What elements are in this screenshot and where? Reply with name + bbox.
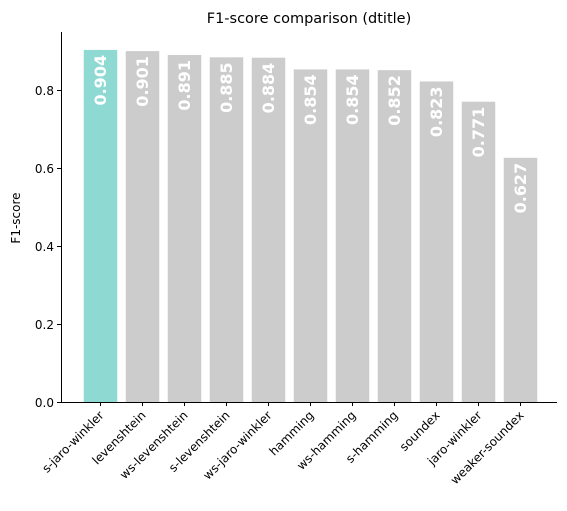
bar-s-levenshtein [209,57,244,402]
bar-ws-jaro-winkler [251,57,286,403]
bar-value-label: 0.854 [301,74,320,125]
bar-s-hamming [377,70,412,403]
y-tick-label: 0.6 [35,162,54,176]
chart-title: F1-score comparison (dtitle) [207,11,412,27]
bar-value-label: 0.771 [469,107,488,158]
bar-value-label: 0.891 [175,60,194,111]
y-tick-label: 0.2 [35,318,54,332]
bar-value-label: 0.854 [343,74,362,125]
bar-weaker-soundex [503,157,538,402]
y-tick-label: 0.4 [35,240,54,254]
y-axis-ticks: 0.0 0.2 0.4 0.6 0.8 [35,84,61,410]
y-tick-label: 0.8 [35,84,54,98]
bars-layer: 0.904 0.901 0.891 0.885 0.884 0.854 0.854 0.852… [83,49,538,403]
bar-value-label: 0.885 [217,62,236,113]
y-axis-label: F1-score [9,192,23,243]
bar-ws-hamming [335,69,370,402]
bar-ws-levenshtein [167,54,202,402]
bar-value-label: 0.904 [91,55,110,106]
bar-value-label: 0.884 [259,63,278,114]
bar-value-label: 0.852 [385,75,404,126]
x-axis-ticks: s-jaro-winklerlevenshteinws-levenshteins… [39,402,527,487]
bar-value-label: 0.823 [427,86,446,137]
bar-value-label: 0.627 [511,163,530,214]
x-tick-label: weaker-soundex [448,408,527,487]
y-tick-label: 0.0 [35,396,54,410]
bar-jaro-winkler [461,101,496,402]
bar-hamming [293,69,328,402]
bar-levenshtein [125,51,160,402]
bar-value-label: 0.901 [133,56,152,107]
bar-soundex [419,81,454,403]
bar-s-jaro-winkler [83,49,118,403]
